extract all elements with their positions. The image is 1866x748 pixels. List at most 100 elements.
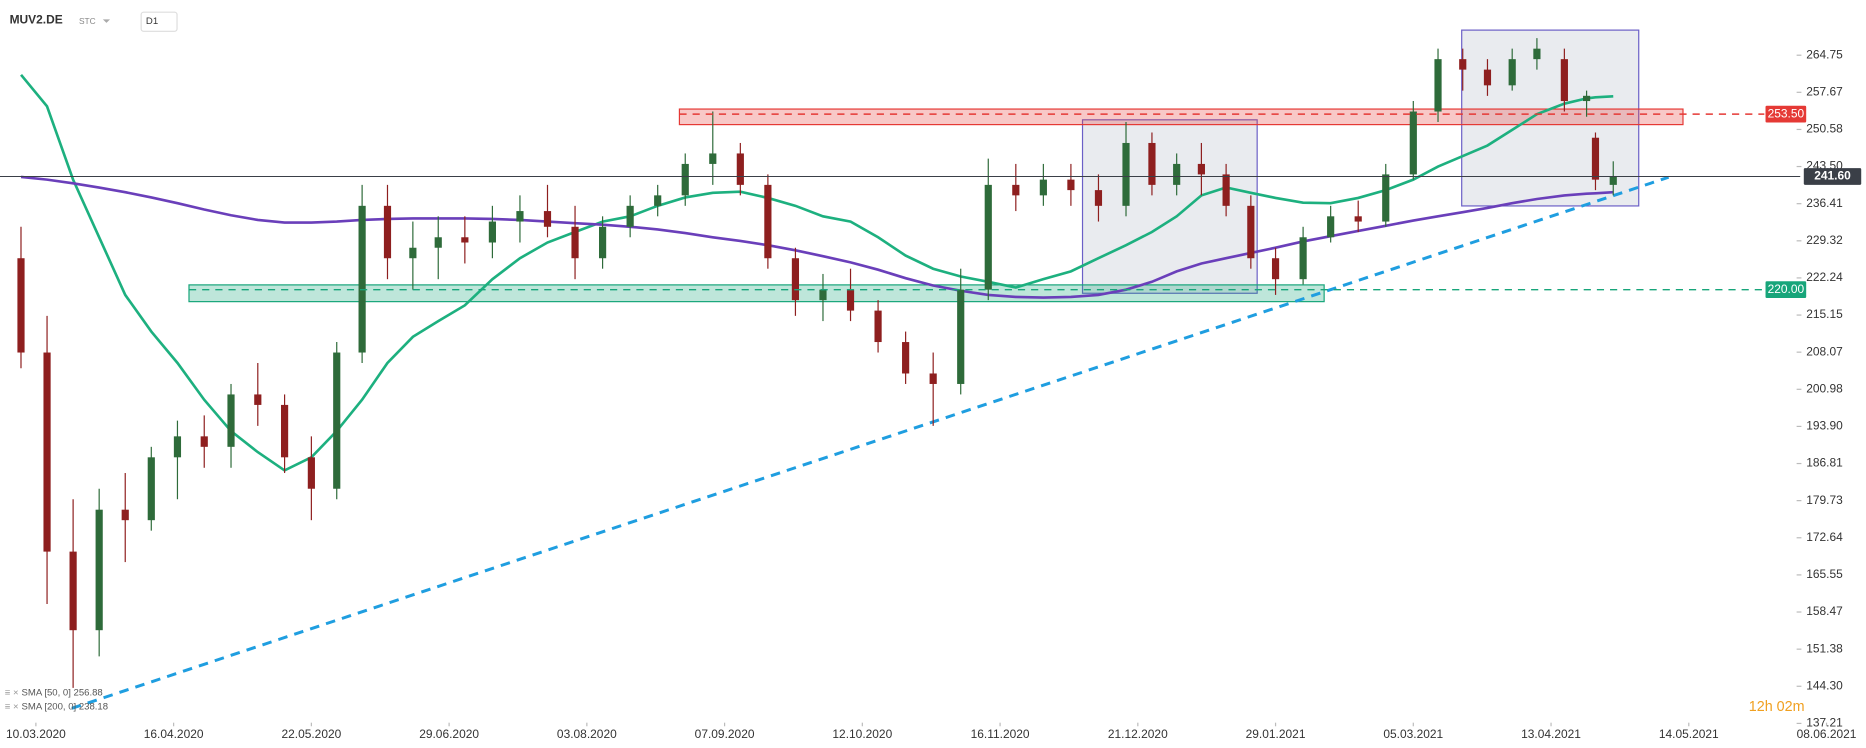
y-tick-label: 172.64 — [1806, 530, 1843, 544]
candle-body — [1327, 216, 1335, 238]
candle-body — [681, 163, 689, 196]
candle-body — [434, 237, 442, 248]
timeframe[interactable]: D1 — [146, 16, 158, 27]
candle-body — [409, 247, 417, 259]
candle-timer: 12h 02m — [1749, 699, 1805, 715]
candle-body — [1148, 142, 1156, 185]
candle-body — [1222, 174, 1230, 206]
candle-body — [543, 211, 552, 227]
timeframe-button[interactable] — [140, 11, 178, 32]
candle-body — [1483, 69, 1492, 86]
resistance-zone — [678, 108, 1684, 126]
x-tick-label: 14.05.2021 — [1659, 727, 1719, 741]
sma-line — [20, 74, 1614, 472]
candle-body — [1094, 190, 1103, 206]
candle-body — [358, 205, 366, 353]
x-tick-label: 07.09.2020 — [695, 727, 755, 741]
candle-body — [1533, 48, 1541, 60]
y-tick-label: 229.32 — [1806, 233, 1843, 247]
candle-body — [516, 211, 524, 222]
y-tick-label: 186.81 — [1806, 456, 1843, 470]
candle-body — [791, 258, 800, 301]
y-tick-label: 193.90 — [1806, 419, 1843, 433]
candle-body — [1247, 205, 1255, 259]
candle-body — [1583, 95, 1591, 102]
legend-icon: ≡ × — [5, 687, 19, 698]
candle-body — [819, 289, 827, 301]
candle-body — [571, 226, 579, 259]
price-level-badge — [1803, 168, 1862, 185]
symbol: MUV2.DE — [10, 13, 63, 27]
candle-body — [1459, 59, 1467, 70]
x-tick-label: 16.11.2020 — [971, 727, 1030, 741]
x-tick-label: 05.03.2021 — [1383, 727, 1443, 741]
candle-body — [383, 205, 392, 259]
y-tick-label: 165.55 — [1806, 567, 1843, 581]
drawings — [71, 29, 1684, 710]
price-level-label: 253.50 — [1768, 106, 1805, 120]
candle-body — [121, 509, 129, 521]
candle-body — [17, 258, 25, 353]
trendline — [71, 175, 1670, 710]
candle-body — [488, 221, 496, 243]
y-tick-label: 200.98 — [1806, 381, 1843, 395]
legend-entry: SMA [50, 0] 256.88 — [22, 687, 103, 698]
y-tick-label: 158.47 — [1806, 604, 1843, 618]
y-tick-label: 144.30 — [1806, 678, 1843, 692]
y-tick-label: 257.67 — [1806, 84, 1843, 98]
candle-body — [902, 342, 910, 374]
candle-body — [1122, 142, 1130, 206]
candle-body — [200, 436, 208, 447]
y-tick-label: 222.24 — [1806, 270, 1843, 284]
plot-area — [17, 38, 1617, 688]
price-level-label: 241.60 — [1814, 169, 1851, 183]
candle-body — [1271, 258, 1280, 280]
y-tick-label: 236.41 — [1806, 196, 1843, 210]
candle-body — [709, 153, 717, 164]
candle-body — [1012, 184, 1020, 196]
x-tick-label: 21.12.2020 — [1108, 727, 1168, 741]
x-tick-label: 29.06.2020 — [419, 727, 479, 741]
y-tick-label: 264.75 — [1806, 47, 1843, 61]
candle-body — [95, 509, 103, 631]
candle-body — [1409, 111, 1417, 175]
candle-body — [654, 195, 662, 206]
candle-body — [1591, 137, 1600, 180]
candle-body — [1609, 176, 1617, 185]
x-tick-label: 08.06.2021 — [1797, 727, 1857, 741]
candle-body — [227, 394, 235, 447]
candle-body — [1067, 179, 1075, 191]
highlight-box — [1081, 119, 1258, 294]
candle-body — [1434, 59, 1442, 112]
y-tick-label: 215.15 — [1806, 307, 1843, 321]
candle-body — [1508, 59, 1516, 86]
x-tick-label: 16.04.2020 — [144, 727, 204, 741]
x-tick-label: 22.05.2020 — [281, 727, 341, 741]
candle-body — [254, 394, 262, 405]
candle-body — [846, 289, 855, 311]
candle-body — [599, 226, 607, 259]
candle-body — [307, 457, 315, 489]
sma-line — [20, 175, 1614, 299]
candle-body — [461, 237, 469, 243]
price-level-badge — [1765, 281, 1807, 299]
candle-body — [736, 153, 744, 185]
x-tick-label: 29.01.2021 — [1246, 727, 1306, 741]
candle-body — [929, 373, 937, 384]
candle-body — [43, 352, 51, 552]
dropdown-icon[interactable] — [102, 19, 111, 23]
y-tick-label: 179.73 — [1806, 493, 1843, 507]
candle-body — [69, 551, 77, 631]
candle-body — [1560, 59, 1568, 102]
candle-body — [147, 457, 155, 521]
y-tick-label: 208.07 — [1806, 344, 1843, 358]
x-tick-label: 03.08.2020 — [557, 727, 617, 741]
y-tick-label: 151.38 — [1806, 641, 1843, 655]
candle-body — [764, 184, 772, 259]
candle-body — [173, 436, 182, 458]
candle-body — [957, 289, 965, 384]
candle-body — [1382, 174, 1390, 222]
candle-body — [280, 404, 289, 458]
